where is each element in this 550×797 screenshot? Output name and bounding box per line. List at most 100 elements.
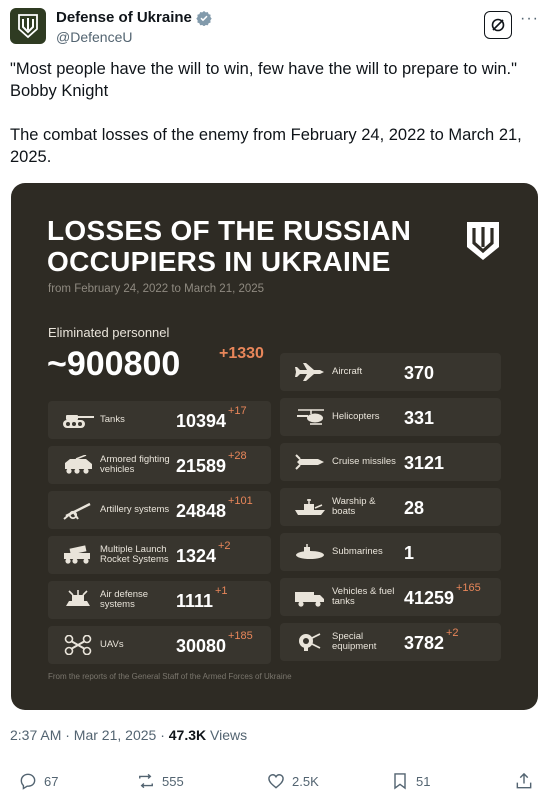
right-stat-tile: Submarines 1	[280, 533, 501, 571]
stat-value: 3782	[404, 633, 445, 653]
tweet-body: The combat losses of the enemy from Febr…	[10, 126, 522, 166]
infographic-footnote: From the reports of the General Staff of…	[48, 672, 292, 681]
stat-label: Cruise missiles	[332, 456, 396, 467]
share-icon	[516, 772, 532, 789]
aircraft-icon	[295, 363, 324, 381]
quote-author: Bobby Knight	[10, 82, 109, 100]
stat-label: Armored fighting vehicles	[100, 454, 170, 475]
title-line-1: LOSSES OF THE RUSSIAN	[47, 215, 412, 246]
reply-count: 67	[44, 773, 59, 789]
like-button[interactable]: 2.5K	[266, 771, 319, 791]
stat-label: Air defense systems	[100, 589, 149, 610]
stat-value: 1	[404, 543, 415, 563]
right-stat-tile: Aircraft 370	[280, 353, 501, 391]
stat-label: UAVs	[100, 639, 124, 650]
stat-label: Artillery systems	[100, 504, 170, 515]
left-stat-tile: Air defense systems 1111 +1	[48, 581, 271, 619]
stat-delta: +185	[228, 630, 253, 642]
afv-icon	[65, 455, 92, 474]
personnel-value: ~900800	[47, 345, 181, 383]
personnel-label: Eliminated personnel	[48, 325, 170, 340]
more-options-icon[interactable]: ···	[520, 10, 539, 27]
left-stat-tile: Tanks 10394 +17	[48, 401, 271, 439]
stat-value: 24848	[176, 501, 227, 521]
right-stat-tile: Special equipment 3782 +2	[280, 623, 501, 661]
author-name[interactable]: Defense of Ukraine	[56, 9, 212, 26]
grok-icon	[491, 18, 505, 32]
stat-delta: +1	[215, 585, 228, 597]
missile-icon	[295, 454, 324, 470]
like-count: 2.5K	[292, 773, 319, 789]
bookmark-icon	[394, 773, 406, 790]
avatar[interactable]	[10, 8, 46, 44]
artillery-icon	[63, 502, 91, 520]
stat-delta: +101	[228, 495, 253, 507]
infographic-image[interactable]: LOSSES OF THE RUSSIAN OCCUPIERS IN UKRAI…	[11, 183, 538, 710]
stat-delta: +17	[228, 405, 247, 417]
repost-count: 555	[162, 773, 184, 789]
left-stat-tile: Multiple Launch Rocket Systems 1324 +2	[48, 536, 271, 574]
left-stat-tile: UAVs 30080 +185	[48, 626, 271, 664]
special-equipment-icon	[299, 633, 321, 651]
infographic-title: LOSSES OF THE RUSSIAN OCCUPIERS IN UKRAI…	[47, 215, 411, 277]
left-stat-tile: Artillery systems 24848 +101	[48, 491, 271, 529]
grok-button[interactable]	[484, 11, 512, 39]
stat-label: Warship & boats	[332, 496, 376, 517]
stat-delta: +2	[446, 627, 459, 639]
stat-delta: +2	[218, 540, 231, 552]
bookmark-button[interactable]: 51	[390, 771, 430, 791]
repost-button[interactable]: 555	[136, 771, 184, 791]
right-stat-tile: Warship & boats 28	[280, 488, 501, 526]
submarine-icon	[296, 544, 324, 559]
armed-forces-emblem-icon	[467, 222, 499, 260]
repost-icon	[139, 773, 153, 789]
reply-icon	[20, 773, 36, 790]
stat-delta: +165	[456, 582, 481, 594]
share-button[interactable]	[514, 771, 534, 791]
tweet-meta: 2:37 AM · Mar 21, 2025 · 47.3K Views	[10, 727, 247, 743]
stat-value: 10394	[176, 411, 227, 431]
stat-value: 28	[404, 498, 425, 518]
stat-value: 21589	[176, 456, 227, 476]
timestamp[interactable]: 2:37 AM · Mar 21, 2025 ·	[10, 727, 169, 743]
left-stat-tile: Armored fighting vehicles 21589 +28	[48, 446, 271, 484]
infographic-subtitle: from February 24, 2022 to March 21, 2025	[48, 283, 265, 295]
personnel-delta: +1330	[219, 345, 264, 362]
right-stat-tile: Vehicles & fuel tanks 41259 +165	[280, 578, 501, 616]
bookmark-count: 51	[416, 773, 431, 789]
stat-label: Vehicles & fuel tanks	[332, 586, 395, 607]
stat-value: 3121	[404, 453, 445, 473]
quote-text: "Most people have the will to win, few h…	[10, 60, 517, 78]
views-label: Views	[206, 727, 248, 743]
mlrs-icon	[64, 545, 90, 564]
author-handle[interactable]: @DefenceU	[56, 29, 133, 45]
stat-value: 1111	[176, 591, 214, 611]
reply-button[interactable]: 67	[18, 771, 58, 791]
tweet-text: "Most people have the will to win, few h…	[10, 58, 530, 168]
stat-label: Helicopters	[332, 411, 380, 422]
heart-icon	[268, 774, 284, 789]
stat-value: 30080	[176, 636, 227, 656]
stat-label: Aircraft	[332, 366, 363, 377]
stat-value: 331	[404, 408, 435, 428]
stat-value: 1324	[176, 546, 217, 566]
warship-icon	[295, 499, 325, 515]
right-stat-tile: Helicopters 331	[280, 398, 501, 436]
drone-icon	[64, 635, 92, 655]
action-bar: 67 555 2.5K 51	[0, 765, 550, 797]
stat-label: Multiple Launch Rocket Systems	[100, 544, 169, 565]
stat-delta: +28	[228, 450, 247, 462]
air-defense-icon	[66, 590, 90, 606]
views-count: 47.3K	[168, 727, 207, 743]
tank-icon	[63, 415, 94, 428]
stat-label: Special equipment	[332, 631, 377, 652]
stat-value: 41259	[404, 588, 455, 608]
stat-value: 370	[404, 363, 435, 383]
helicopter-icon	[297, 409, 324, 425]
author-name-text[interactable]: Defense of Ukraine	[56, 9, 192, 26]
verified-badge-icon	[196, 10, 212, 26]
title-line-2: OCCUPIERS IN UKRAINE	[47, 246, 391, 277]
stat-label: Tanks	[100, 414, 125, 425]
ukraine-emblem-icon	[18, 14, 38, 39]
stat-label: Submarines	[332, 546, 383, 557]
